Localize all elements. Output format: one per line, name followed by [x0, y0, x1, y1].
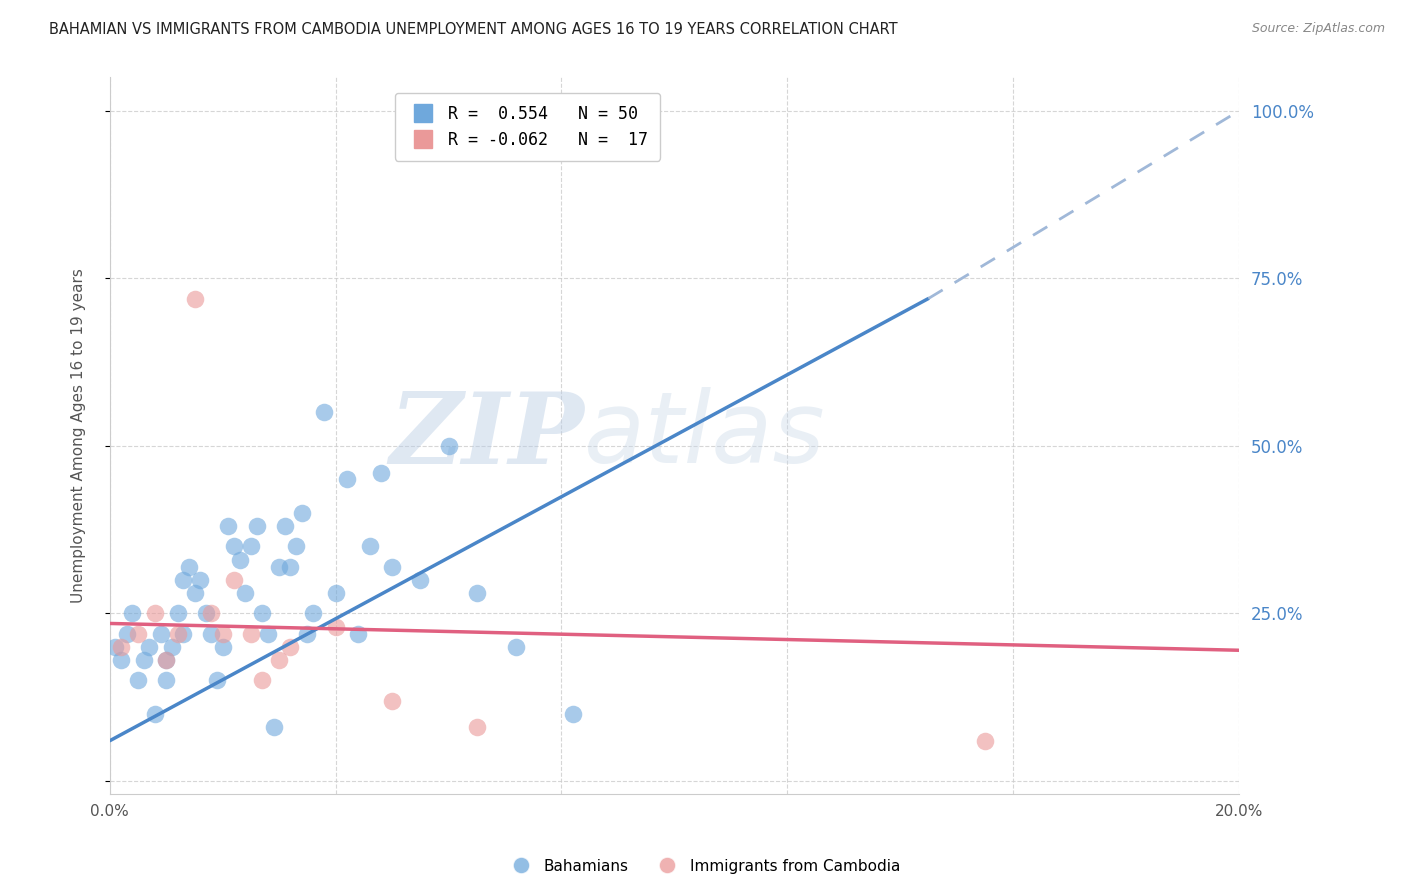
Point	[302, 607, 325, 621]
Point	[211, 626, 233, 640]
Point	[269, 559, 291, 574]
Point	[166, 626, 188, 640]
Point	[188, 573, 211, 587]
Point	[370, 466, 392, 480]
Point	[222, 573, 245, 587]
Point	[166, 607, 188, 621]
Point	[211, 640, 233, 654]
Point	[222, 540, 245, 554]
Point	[143, 607, 166, 621]
Point	[183, 586, 205, 600]
Point	[359, 540, 381, 554]
Point	[172, 573, 194, 587]
Point	[200, 607, 222, 621]
Point	[233, 586, 256, 600]
Point	[194, 607, 217, 621]
Point	[336, 472, 359, 486]
Point	[177, 559, 200, 574]
Point	[280, 640, 302, 654]
Point	[127, 626, 149, 640]
Point	[285, 540, 308, 554]
Point	[381, 693, 404, 707]
Point	[561, 706, 583, 721]
Point	[138, 640, 160, 654]
Point	[409, 573, 432, 587]
Point	[127, 673, 149, 688]
Point	[269, 653, 291, 667]
Point	[437, 439, 460, 453]
Point	[104, 640, 127, 654]
Point	[291, 506, 314, 520]
Text: atlas: atlas	[583, 387, 825, 484]
Legend: Bahamians, Immigrants from Cambodia: Bahamians, Immigrants from Cambodia	[499, 853, 907, 880]
Point	[121, 607, 143, 621]
Text: Source: ZipAtlas.com: Source: ZipAtlas.com	[1251, 22, 1385, 36]
Point	[217, 519, 239, 533]
Point	[172, 626, 194, 640]
Legend: R =  0.554   N = 50, R = -0.062   N =  17: R = 0.554 N = 50, R = -0.062 N = 17	[395, 93, 659, 161]
Point	[274, 519, 297, 533]
Point	[263, 720, 285, 734]
Point	[297, 626, 319, 640]
Text: BAHAMIAN VS IMMIGRANTS FROM CAMBODIA UNEMPLOYMENT AMONG AGES 16 TO 19 YEARS CORR: BAHAMIAN VS IMMIGRANTS FROM CAMBODIA UNE…	[49, 22, 898, 37]
Point	[314, 405, 336, 419]
Point	[381, 559, 404, 574]
Point	[240, 540, 263, 554]
Point	[149, 626, 172, 640]
Point	[246, 519, 269, 533]
Point	[325, 586, 347, 600]
Point	[280, 559, 302, 574]
Point	[973, 733, 995, 747]
Y-axis label: Unemployment Among Ages 16 to 19 years: Unemployment Among Ages 16 to 19 years	[72, 268, 86, 603]
Point	[155, 673, 177, 688]
Point	[240, 626, 263, 640]
Point	[205, 673, 228, 688]
Point	[347, 626, 370, 640]
Point	[465, 720, 488, 734]
Point	[160, 640, 183, 654]
Point	[183, 292, 205, 306]
Point	[110, 653, 132, 667]
Point	[228, 553, 250, 567]
Point	[325, 620, 347, 634]
Point	[252, 607, 274, 621]
Point	[110, 640, 132, 654]
Text: ZIP: ZIP	[389, 388, 583, 484]
Point	[505, 640, 527, 654]
Point	[155, 653, 177, 667]
Point	[132, 653, 155, 667]
Point	[257, 626, 280, 640]
Point	[143, 706, 166, 721]
Point	[115, 626, 138, 640]
Point	[252, 673, 274, 688]
Point	[155, 653, 177, 667]
Point	[200, 626, 222, 640]
Point	[465, 586, 488, 600]
